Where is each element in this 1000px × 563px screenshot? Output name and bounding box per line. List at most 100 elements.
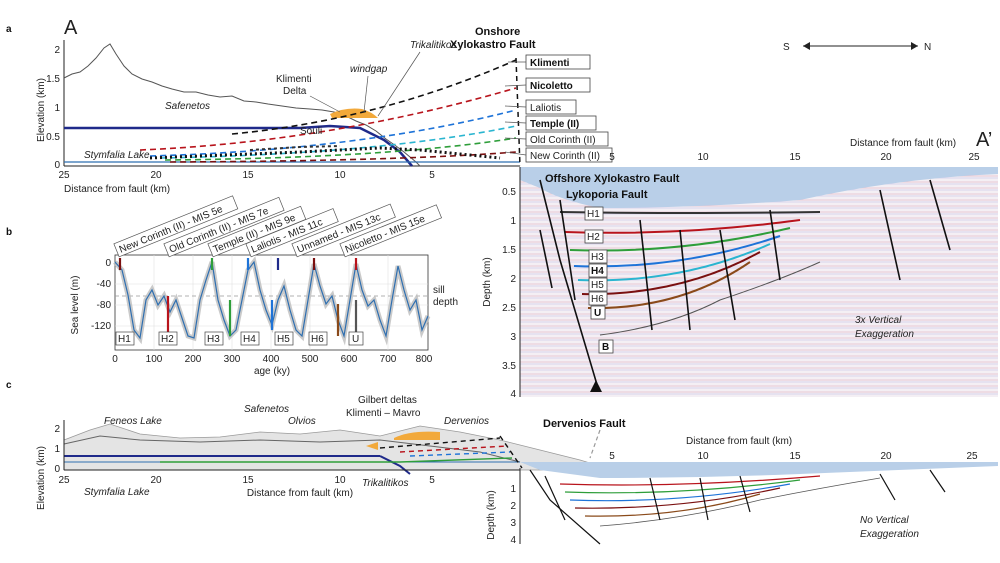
direction-s: S: [783, 42, 790, 53]
box-klimenti-label: Klimenti: [530, 58, 570, 69]
panel-b-y-label: Sea level (m): [70, 276, 81, 335]
offshore-fault-label: Offshore Xylokastro Fault: [545, 173, 680, 185]
mis-markers: [118, 258, 358, 336]
label-trikalitikos: Trikalitikos: [410, 40, 456, 51]
rx-tick: 25: [968, 152, 980, 163]
horizon-h3: H3: [591, 252, 604, 263]
sl-tick: -80: [97, 300, 112, 311]
box-laliotis-label: Laliotis: [530, 103, 561, 114]
seismic-faults: [539, 179, 951, 389]
panel-b-horizon-boxes: H1 H2 H3 H4 H5 H6 U: [115, 331, 364, 346]
exaggeration-1: 3x Vertical: [855, 315, 902, 326]
panel-a-letter: a: [6, 24, 12, 35]
depth-tick: 1.5: [502, 245, 516, 256]
c-x-tick: 25: [58, 475, 70, 486]
box-leaders: [504, 61, 527, 156]
panel-a-y-ticks: 2 1.5 1 0.5 0: [46, 45, 60, 171]
x-tick: 5: [429, 170, 435, 181]
crx-tick: 20: [880, 451, 892, 462]
box-nicoletto-label: Nicoletto: [530, 81, 573, 92]
pb-h2: H2: [161, 334, 174, 345]
fault-title-2: Xylokastro Fault: [450, 39, 536, 51]
y-tick: 0.5: [46, 132, 60, 143]
label-dervenios-fault: Dervenios Fault: [543, 418, 626, 430]
horizon-h6: H6: [591, 294, 604, 305]
y-tick: 2: [54, 45, 60, 56]
safenetos-surface: [64, 124, 413, 167]
crx-tick: 5: [609, 451, 615, 462]
onshore-fault-trace: [515, 57, 521, 167]
fault-arrowhead: [590, 380, 602, 392]
gilbert-delta-klimenti: [366, 442, 378, 450]
direction-n: N: [924, 42, 931, 53]
seismic-horizon-labels: H1 H2 H3 H4 H5 H6 U B: [584, 206, 614, 354]
horizon-h1: H1: [587, 209, 600, 220]
horizon-h5: H5: [591, 280, 604, 291]
label-dervenios: Dervenios: [444, 416, 489, 427]
age-tick: 100: [146, 354, 163, 365]
x-tick: 20: [150, 170, 162, 181]
panel-b-x-ticks: 0 100 200 300 400 500 600 700 800: [112, 354, 433, 365]
y-tick: 0: [54, 160, 60, 171]
depth-tick: 2.5: [502, 303, 516, 314]
right-x-ticks: 5 10 15 20 25: [609, 152, 980, 163]
pb-h3: H3: [207, 334, 220, 345]
age-tick: 700: [380, 354, 397, 365]
panel-b-letter: b: [6, 227, 12, 238]
age-tick: 0: [112, 354, 118, 365]
panel-c-safenetos-down: [379, 455, 411, 475]
horizon-h4: H4: [591, 266, 604, 277]
right-x-label: Distance from fault (km): [850, 138, 956, 149]
age-tick: 300: [224, 354, 241, 365]
no-vertical-1: No Vertical: [860, 515, 909, 526]
c-y-tick: 1: [54, 444, 60, 455]
mis-label-boxes: New Corinth (II) - MIS 5e Old Corinth (I…: [113, 195, 443, 258]
y-tick: 1: [54, 103, 60, 114]
age-tick: 400: [263, 354, 280, 365]
dervenios-fault-trace: [589, 429, 601, 459]
gilbert-delta-mavro: [394, 431, 440, 440]
age-tick: 500: [302, 354, 319, 365]
profile-start-label: A: [64, 17, 78, 39]
x-tick: 25: [58, 170, 70, 181]
seismic-y-label: Depth (km): [482, 257, 493, 306]
box-old-corinth-label: Old Corinth (II): [530, 135, 596, 146]
lykoporia-fault-label: Lykoporia Fault: [566, 189, 648, 201]
label-c-trikalitikos: Trikalitikos: [362, 478, 408, 489]
klimenti-delta-deposit: [330, 108, 378, 118]
terrace-laliotis: [149, 109, 517, 157]
c-x-tick: 5: [429, 475, 435, 486]
profile-end-label: A’: [976, 129, 992, 151]
panel-c-depth-label: Depth (km): [486, 490, 497, 539]
sill-label-2: depth: [433, 297, 458, 308]
panel-b-x-label: age (ky): [254, 366, 290, 377]
no-vertical-2: Exaggeration: [860, 529, 919, 540]
label-gilbert: Gilbert deltas: [358, 395, 417, 406]
terrace-new-corinth: [169, 151, 517, 163]
label-klimenti-delta-1: Klimenti: [276, 74, 312, 85]
panel-c-y-ticks: 2 1 0: [54, 424, 60, 475]
panel-a-y-label: Elevation (km): [36, 78, 47, 142]
box-temple-label: Temple (II): [530, 119, 579, 130]
leader-klimenti: [309, 95, 341, 113]
age-tick: 600: [341, 354, 358, 365]
horizon-b: B: [602, 342, 609, 353]
terrace-datapoints: [149, 146, 501, 160]
pb-h6: H6: [311, 334, 324, 345]
exaggeration-2: Exaggeration: [855, 329, 914, 340]
depth-tick: 2: [510, 274, 516, 285]
c-y-tick: 2: [54, 424, 60, 435]
c-depth-tick: 2: [510, 501, 516, 512]
topography-line: [63, 43, 421, 167]
panel-c-letter: c: [6, 380, 12, 391]
c-x-tick: 20: [150, 475, 162, 486]
c-depth-tick: 3: [510, 518, 516, 529]
panel-c-terraces: [160, 437, 513, 463]
leader-windgap: [363, 75, 369, 113]
panel-c-right-x-label: Distance from fault (km): [686, 436, 792, 447]
age-tick: 200: [185, 354, 202, 365]
panel-b-y-ticks: 0 -40 -80 -120: [91, 258, 111, 332]
panel-c-sea: [520, 462, 998, 478]
sill-label-1: sill: [433, 285, 445, 296]
